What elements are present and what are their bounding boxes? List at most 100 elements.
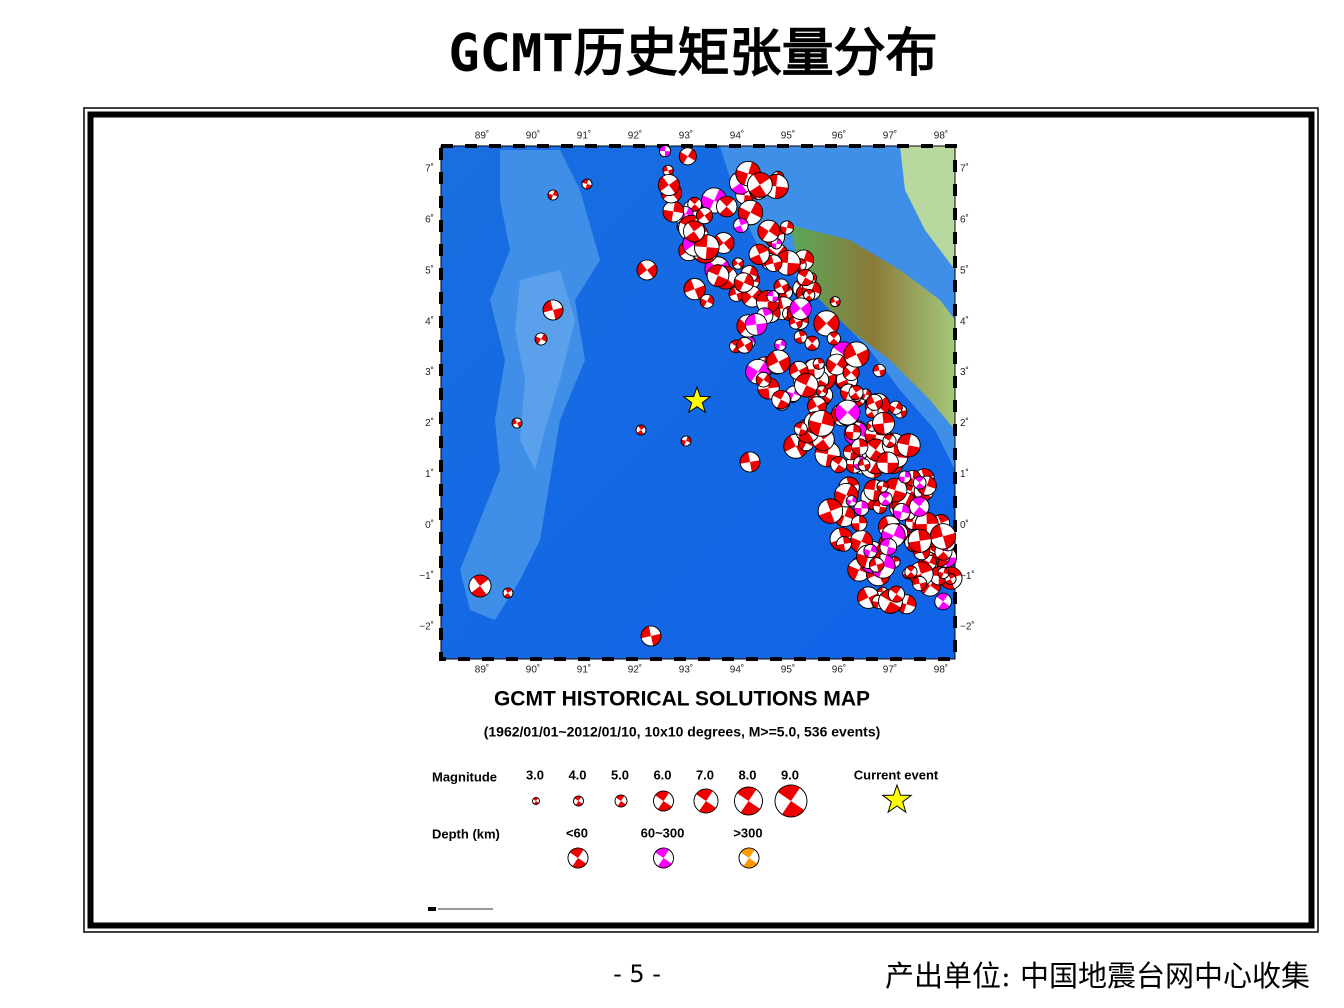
lon-label: 98˚	[934, 664, 948, 676]
beachball	[747, 172, 773, 198]
ball-edge	[573, 795, 584, 807]
ball-quadrant	[471, 575, 489, 597]
beachball	[658, 145, 672, 158]
ball-edge	[868, 557, 885, 573]
beachball	[887, 585, 906, 603]
ball-edge	[747, 172, 773, 198]
ball-edge	[683, 278, 706, 301]
beachball	[567, 847, 589, 869]
magnitude-label: 8.0	[738, 767, 756, 782]
ball-quadrant	[658, 176, 680, 194]
lon-label: 95˚	[781, 664, 795, 676]
beachball	[774, 250, 801, 276]
beachball	[771, 389, 791, 410]
ball-edge	[796, 268, 814, 287]
beachball	[868, 557, 885, 573]
beachball	[816, 385, 828, 398]
lat-label: 2˚	[425, 417, 434, 429]
beachball	[872, 411, 895, 435]
ball-quadrant	[740, 848, 758, 868]
lon-label: 89˚	[475, 130, 489, 142]
ball-quadrant	[869, 558, 884, 572]
ball-edge	[937, 567, 950, 579]
ball-edge	[766, 349, 791, 374]
outer-frame	[83, 107, 1319, 933]
ball-edge	[789, 297, 812, 320]
lon-label: 94˚	[730, 664, 744, 676]
beachball	[793, 330, 808, 344]
beachball	[687, 196, 703, 212]
beachball	[755, 371, 772, 388]
ball-quadrant	[708, 264, 728, 287]
lat-label: 2˚	[960, 417, 969, 429]
beachball	[653, 847, 674, 869]
beachball	[878, 491, 893, 507]
lon-label: 97˚	[883, 664, 897, 676]
lat-label: 4˚	[960, 315, 969, 327]
ball-quadrant	[735, 161, 761, 186]
ball-quadrant	[843, 444, 859, 460]
ball-edge	[834, 399, 861, 426]
ball-edge	[766, 290, 779, 303]
legend-label: Depth (km)	[432, 826, 500, 841]
ball-quadrant	[883, 478, 907, 503]
beachball	[678, 147, 697, 166]
beachball	[907, 528, 932, 553]
ball-edge	[845, 423, 862, 441]
ball-edge	[904, 565, 918, 579]
beachball	[640, 625, 662, 647]
ball-edge	[771, 389, 791, 410]
beachball	[534, 332, 548, 346]
beachball	[547, 189, 559, 201]
ball-edge	[817, 498, 844, 524]
beachball	[635, 424, 647, 436]
beachball	[657, 174, 680, 197]
beachball	[532, 797, 540, 805]
beachball	[693, 234, 720, 260]
ball-quadrant	[834, 484, 859, 506]
ball-quadrant	[684, 279, 706, 300]
ball-quadrant	[818, 498, 842, 524]
beachball	[876, 451, 899, 475]
legend-label: Current event	[854, 767, 939, 782]
ball-edge	[693, 234, 720, 260]
ball-edge	[547, 189, 559, 201]
beachball	[693, 788, 719, 814]
beachball	[744, 313, 768, 336]
beachball	[766, 290, 779, 303]
ball-quadrant	[774, 339, 786, 351]
ball-edge	[857, 458, 871, 472]
ball-quadrant	[767, 290, 779, 303]
ball-edge	[848, 385, 864, 401]
beachball	[695, 207, 714, 225]
ball-quadrant	[936, 593, 950, 610]
ball-quadrant	[662, 201, 684, 222]
credit	[438, 908, 493, 910]
beachball	[653, 790, 674, 812]
ball-quadrant	[729, 287, 744, 302]
ball-edge	[834, 483, 859, 508]
ball-quadrant	[898, 470, 911, 483]
ball-edge	[737, 199, 764, 226]
ball-quadrant	[789, 300, 812, 318]
ball-quadrant	[774, 279, 789, 294]
beachball	[929, 523, 956, 550]
ball-quadrant	[694, 234, 720, 260]
lat-label: 3˚	[425, 366, 434, 378]
lat-label: −1˚	[960, 570, 975, 582]
lon-label: 91˚	[577, 664, 591, 676]
ball-edge	[687, 196, 703, 212]
beachball	[748, 243, 770, 265]
ball-quadrant	[858, 459, 871, 471]
ball-edge	[739, 451, 761, 473]
ball-quadrant	[719, 196, 734, 217]
lat-label: 7˚	[960, 163, 969, 175]
lon-label: 93˚	[679, 130, 693, 142]
ball-quadrant	[749, 244, 769, 265]
ball-quadrant	[685, 220, 703, 242]
ball-quadrant	[854, 500, 869, 516]
beachball	[733, 217, 749, 234]
beachball	[808, 410, 835, 437]
ball-edge	[683, 220, 705, 243]
page-number: - 5 -	[613, 960, 661, 988]
